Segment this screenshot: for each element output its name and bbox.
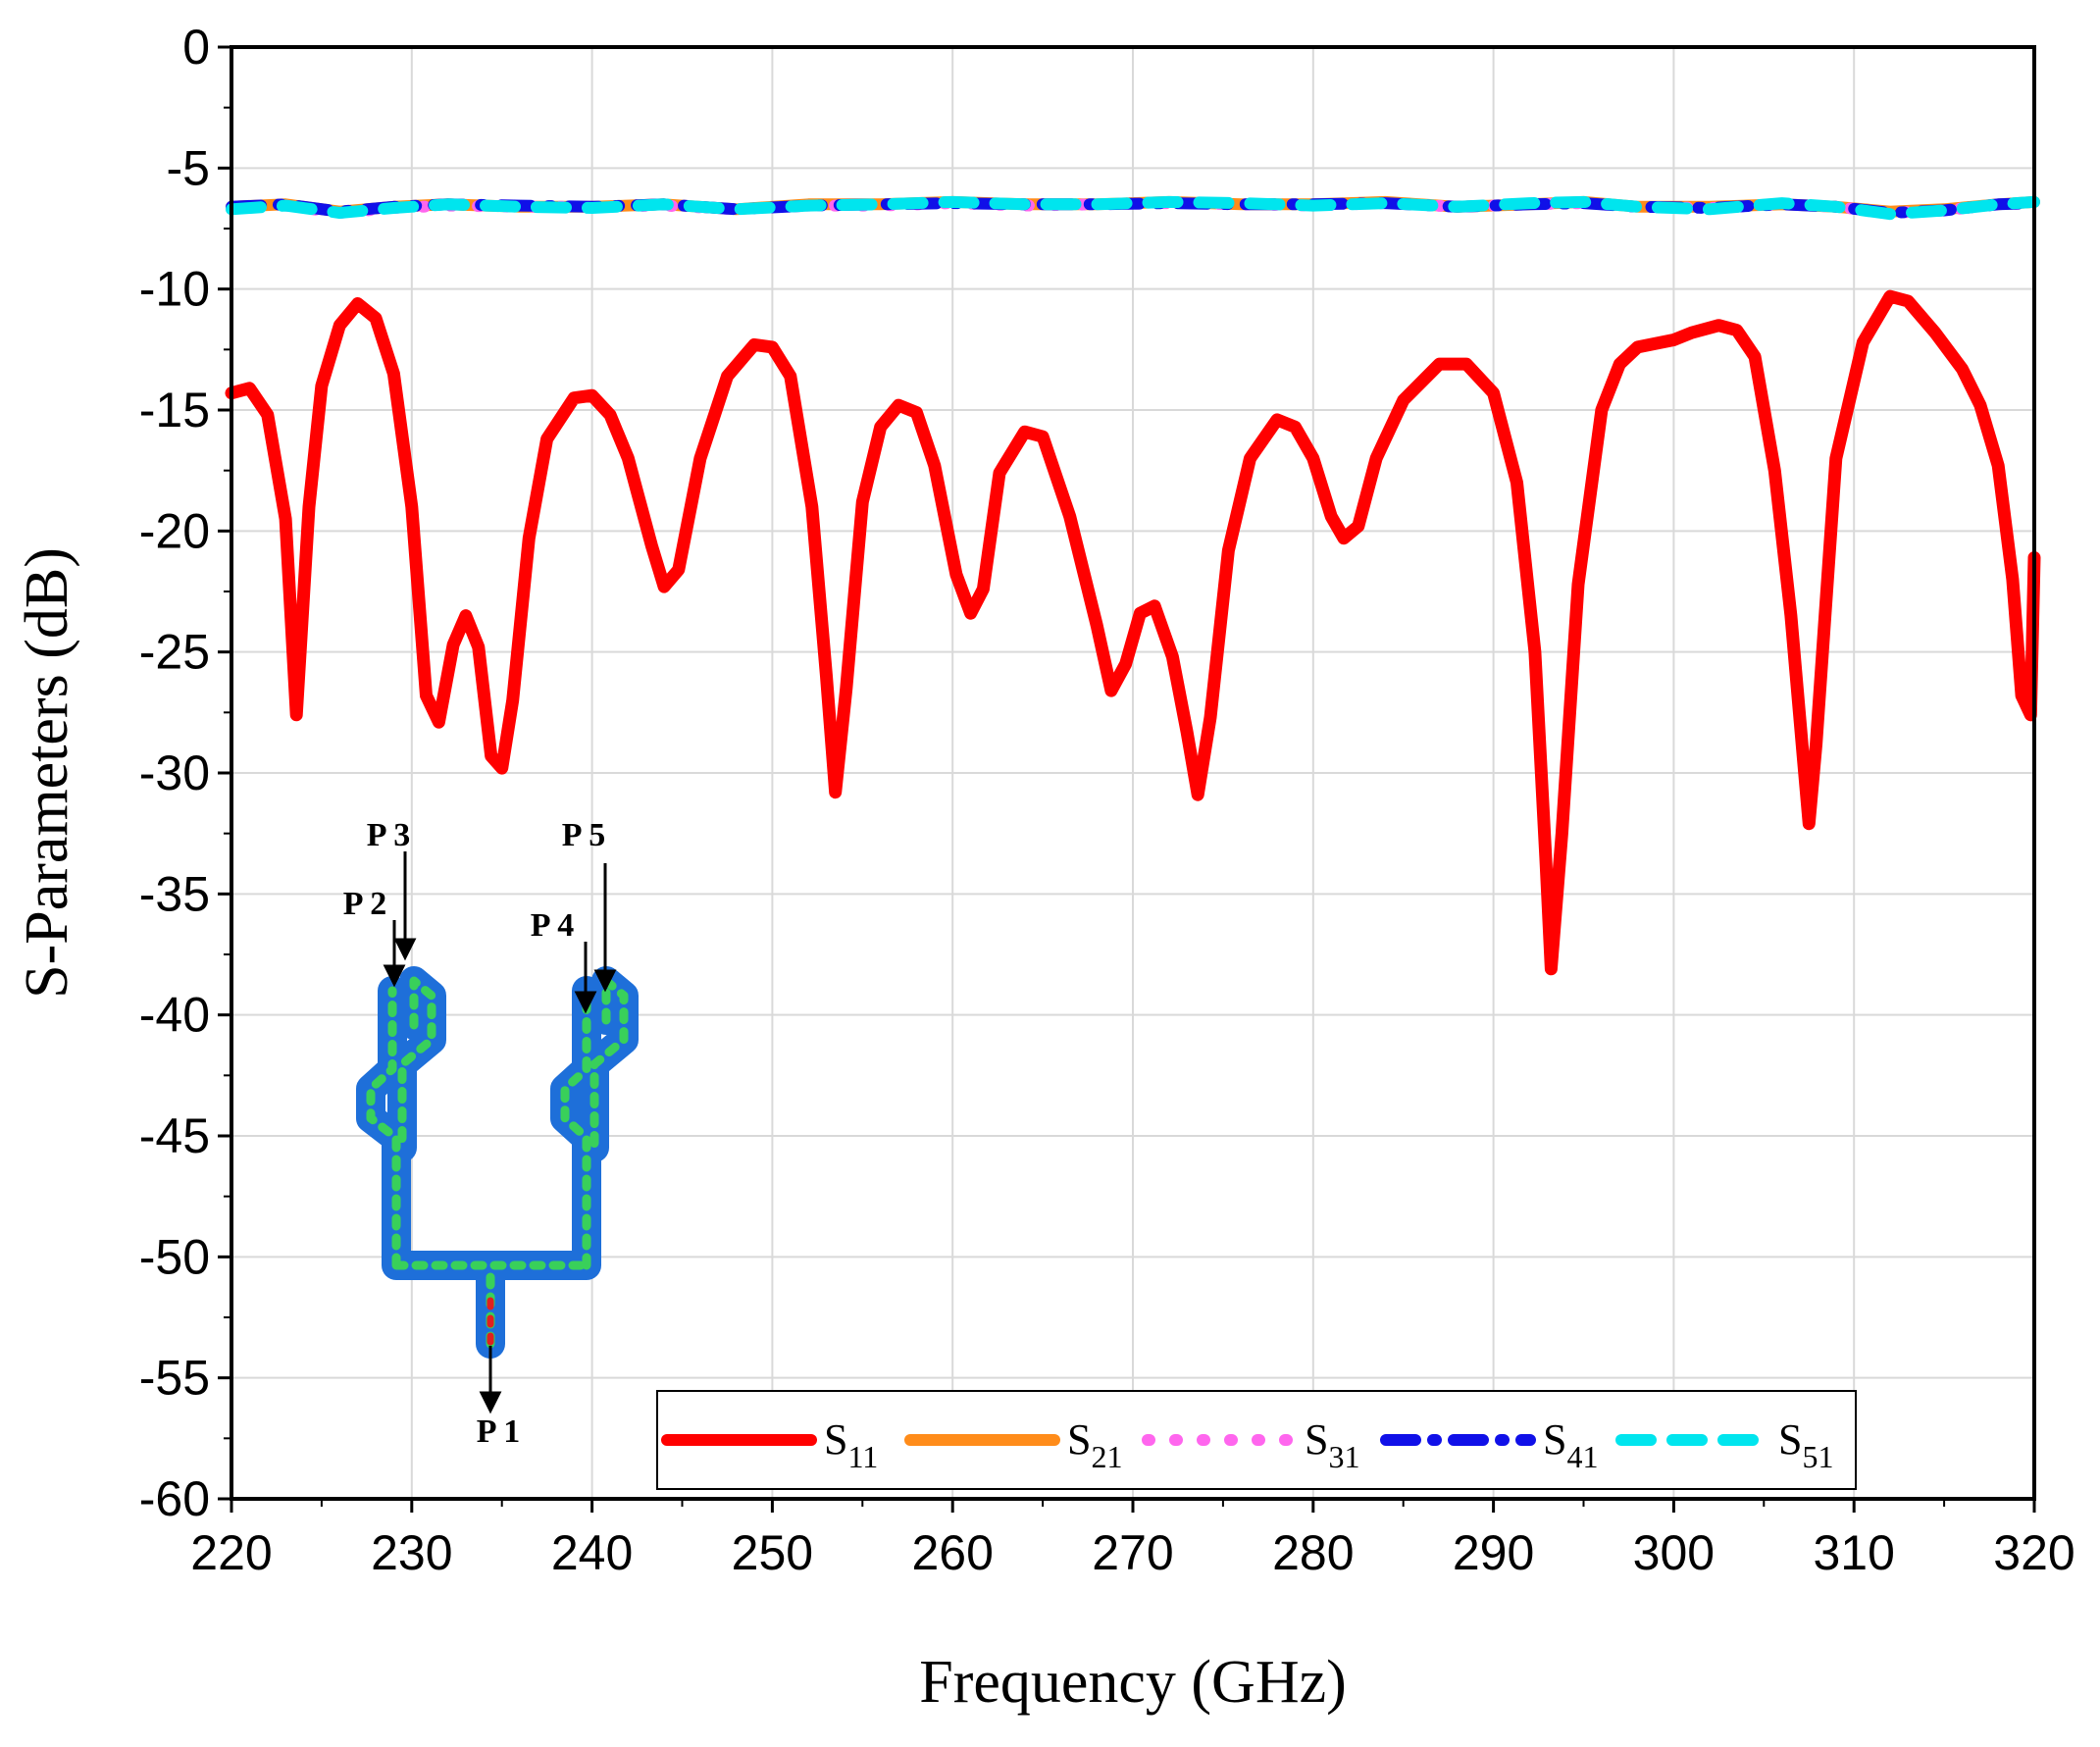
x-axis-title: Frequency (GHz): [919, 1649, 1347, 1716]
y-tick-label: -45: [139, 1108, 210, 1163]
series-line-s51: [226, 195, 2040, 221]
port-label-p1: P 1: [477, 1413, 520, 1450]
y-tick-label: -60: [139, 1471, 210, 1526]
y-tick-label: -40: [139, 988, 210, 1043]
x-tick-label: 250: [732, 1525, 813, 1580]
x-tick-label: 290: [1453, 1525, 1534, 1580]
port-arrows: [383, 851, 617, 1414]
series-line-s11: [225, 289, 2041, 976]
y-axis: 0 -5 -10 -15 -20 -25 -30 -35 -40 -45 -50 -55 -60: [139, 20, 231, 1526]
x-axis: 220 230 240 250 260 270 280 290 300 310 320: [190, 1499, 2075, 1580]
series-layer: [225, 195, 2041, 976]
plot-frame: [230, 45, 2036, 1501]
port-label-p3: P 3: [367, 817, 410, 853]
x-tick-label: 310: [1813, 1525, 1894, 1580]
divider-layout-inset: P 1 P 2 P 3 P 4 P 5: [343, 817, 639, 1450]
y-tick-label: -10: [139, 262, 210, 317]
x-tick-label: 230: [371, 1525, 452, 1580]
y-axis-title: S-Parameters (dB): [14, 547, 80, 999]
legend: S11 S21 S31 S41 S51: [656, 1390, 1857, 1490]
x-tick-label: 220: [190, 1525, 272, 1580]
x-tick-label: 240: [551, 1525, 633, 1580]
y-tick-label: -15: [139, 383, 210, 437]
x-tick-label: 280: [1272, 1525, 1354, 1580]
divider-trace: [356, 966, 639, 1359]
x-tick-label: 300: [1633, 1525, 1715, 1580]
x-tick-label: 270: [1092, 1525, 1173, 1580]
port-label-p5: P 5: [562, 817, 605, 853]
y-tick-label: -30: [139, 745, 210, 800]
y-tick-label: -20: [139, 503, 210, 558]
y-tick-label: -5: [167, 140, 210, 195]
port-label-p4: P 4: [531, 907, 574, 944]
y-tick-label: -35: [139, 866, 210, 921]
port-label-p2: P 2: [343, 886, 386, 922]
legend-label-s21: S21: [1067, 1415, 1122, 1474]
x-tick-label: 260: [911, 1525, 993, 1580]
legend-label-s51: S51: [1778, 1415, 1833, 1474]
y-tick-label: -55: [139, 1351, 210, 1406]
y-tick-label: -50: [139, 1229, 210, 1284]
y-tick-label: 0: [182, 20, 210, 75]
x-tick-label: 320: [1993, 1525, 2074, 1580]
legend-label-s31: S31: [1305, 1415, 1359, 1474]
y-tick-label: -25: [139, 625, 210, 680]
legend-label-s11: S11: [824, 1415, 878, 1474]
legend-label-s41: S41: [1543, 1415, 1598, 1474]
